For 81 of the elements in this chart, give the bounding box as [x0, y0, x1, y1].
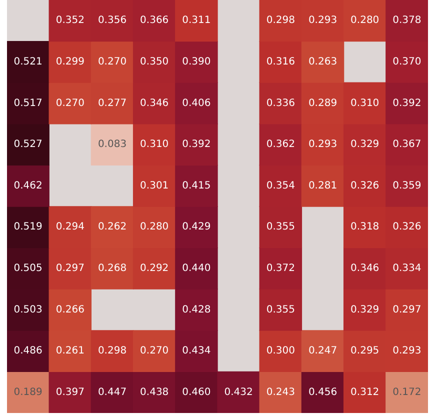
data-label: 0.336 [266, 98, 295, 109]
data-label: 0.280 [350, 15, 380, 26]
data-label: 0.270 [56, 98, 84, 109]
data-label: 0.297 [56, 263, 84, 274]
data-label: 0.295 [350, 346, 380, 357]
data-label: 0.292 [140, 263, 169, 274]
data-label: 0.354 [266, 180, 295, 192]
data-label: 0.294 [56, 222, 84, 233]
data-label: 0.428 [182, 304, 211, 316]
data-label: 0.390 [182, 56, 211, 68]
data-label: 0.277 [98, 98, 127, 109]
data-label: 0.346 [350, 263, 380, 274]
data-label: 0.350 [140, 56, 169, 68]
data-label: 0.310 [350, 98, 380, 109]
data-label: 0.503 [14, 304, 42, 316]
data-label: 0.326 [350, 180, 380, 192]
data-label: 0.293 [392, 346, 422, 357]
data-label: 0.440 [182, 263, 211, 274]
data-label: 0.280 [140, 222, 169, 233]
data-label: 0.352 [56, 15, 84, 26]
data-label: 0.299 [56, 56, 84, 68]
data-label: 0.355 [266, 304, 295, 316]
data-label: 0.432 [224, 386, 253, 398]
data-label: 0.392 [182, 139, 211, 150]
data-label: 0.326 [392, 222, 422, 233]
data-label: 0.334 [392, 263, 422, 274]
data-label: 0.486 [14, 346, 42, 357]
data-label: 0.372 [266, 263, 295, 274]
data-label: 0.247 [308, 346, 338, 357]
data-label: 0.189 [14, 386, 42, 398]
data-label: 0.298 [98, 346, 127, 357]
data-label: 0.460 [182, 386, 211, 398]
data-label: 0.505 [14, 263, 42, 274]
data-label: 0.281 [308, 180, 338, 192]
data-label: 0.397 [56, 386, 84, 398]
data-label: 0.293 [308, 139, 338, 150]
data-label: 0.359 [392, 180, 422, 192]
data-label: 0.266 [56, 304, 84, 316]
data-label: 0.329 [350, 304, 380, 316]
data-label: 0.311 [182, 15, 211, 26]
data-label: 0.527 [14, 139, 42, 150]
data-label: 0.270 [98, 56, 127, 68]
data-label: 0.370 [392, 56, 422, 68]
data-label: 0.356 [98, 15, 127, 26]
data-label: 0.310 [140, 139, 169, 150]
data-label: 0.300 [266, 346, 295, 357]
data-label: 0.261 [56, 346, 84, 357]
data-label: 0.289 [308, 98, 338, 109]
data-label: 0.263 [308, 56, 338, 68]
data-label: 0.521 [14, 56, 42, 68]
data-label: 0.312 [350, 386, 380, 398]
data-label: 0.392 [392, 98, 422, 109]
data-label: 0.293 [308, 15, 338, 26]
data-label: 0.429 [182, 222, 211, 233]
data-label: 0.298 [266, 15, 295, 26]
data-label: 0.447 [98, 386, 127, 398]
data-label: 0.243 [266, 386, 295, 398]
data-label: 0.083 [98, 139, 127, 150]
data-label: 0.346 [140, 98, 169, 109]
data-label: 0.366 [140, 15, 169, 26]
data-label: 0.462 [14, 180, 42, 192]
data-label: 0.517 [14, 98, 42, 109]
data-label: 0.438 [140, 386, 169, 398]
data-label: 0.362 [266, 139, 295, 150]
data-label: 0.318 [350, 222, 380, 233]
data-label: 0.434 [182, 346, 211, 357]
data-label: 0.329 [350, 139, 380, 150]
data-label: 0.316 [266, 56, 295, 68]
data-label: 0.367 [392, 139, 422, 150]
data-label: 0.355 [266, 222, 295, 233]
data-label: 0.268 [98, 263, 127, 274]
data-label: 0.456 [308, 386, 338, 398]
data-label: 0.378 [392, 15, 422, 26]
data-label: 0.270 [140, 346, 169, 357]
data-label: 0.172 [392, 386, 422, 398]
data-label: 0.297 [392, 304, 422, 316]
data-label: 0.301 [140, 180, 169, 192]
data-label: 0.415 [182, 180, 211, 192]
data-label: 0.519 [14, 222, 42, 233]
data-label: 0.406 [182, 98, 211, 109]
data-label: 0.262 [98, 222, 127, 233]
